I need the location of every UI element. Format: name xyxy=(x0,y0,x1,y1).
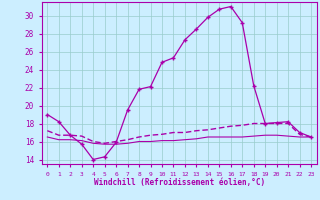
X-axis label: Windchill (Refroidissement éolien,°C): Windchill (Refroidissement éolien,°C) xyxy=(94,178,265,187)
